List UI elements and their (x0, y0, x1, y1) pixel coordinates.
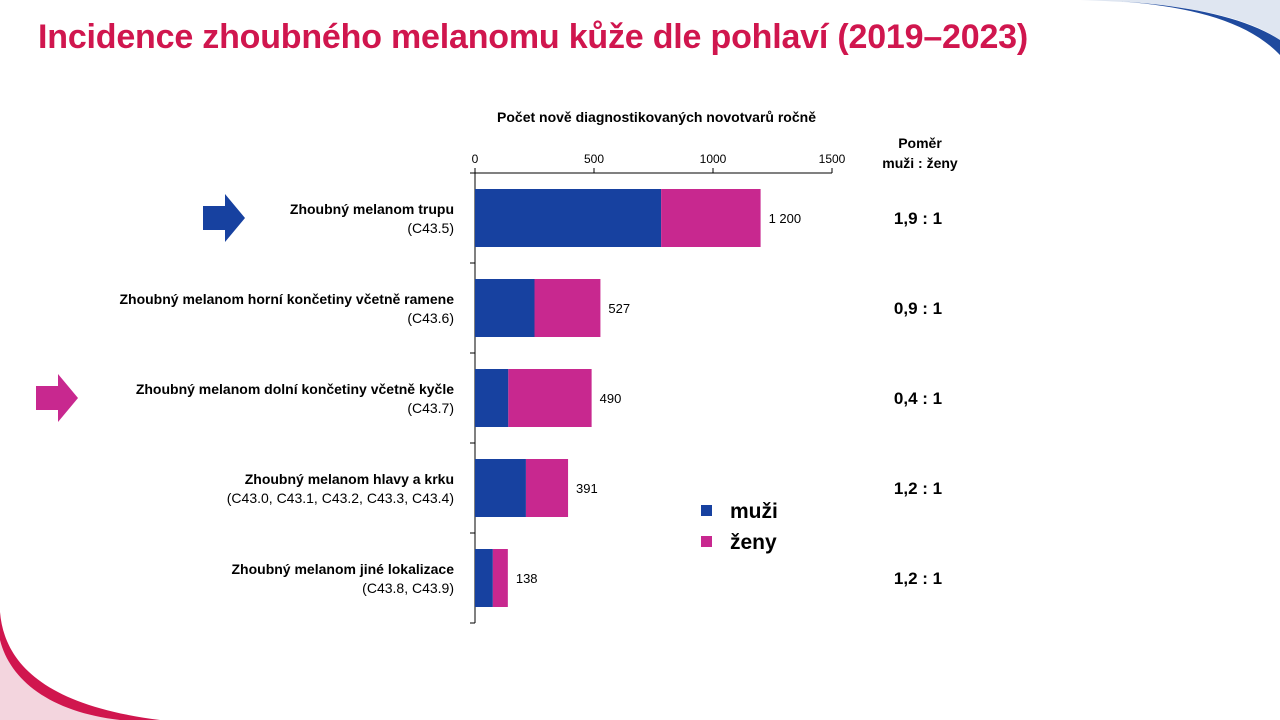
legend-swatch (701, 536, 712, 547)
ratio-header-line2: muži : ženy (882, 155, 958, 171)
arrow-right-icon-pink (36, 374, 78, 422)
bar-men (475, 279, 535, 337)
bottom-left-swoosh (0, 612, 160, 720)
category-label: Zhoubný melanom jiné lokalizace (232, 561, 455, 577)
category-code: (C43.6) (407, 310, 454, 326)
bar-men (475, 189, 662, 247)
ratio-header-line1: Poměr (898, 135, 942, 151)
legend-label: ženy (730, 531, 777, 554)
category-code: (C43.7) (407, 400, 454, 416)
category-label: Zhoubný melanom trupu (290, 201, 454, 217)
bar-women (508, 369, 592, 427)
bar-women (525, 459, 569, 517)
total-label: 1 200 (769, 211, 802, 226)
bottom-left-swoosh-light (0, 640, 120, 720)
ratio-value: 1,2 : 1 (894, 479, 942, 498)
ratio-value: 1,9 : 1 (894, 209, 942, 228)
x-tick-label: 0 (472, 152, 479, 166)
x-tick-label: 500 (584, 152, 604, 166)
ratio-value: 1,2 : 1 (894, 569, 942, 588)
total-label: 490 (600, 391, 622, 406)
legend-label: muži (730, 500, 778, 523)
bar-women (661, 189, 761, 247)
category-code: (C43.0, C43.1, C43.2, C43.3, C43.4) (227, 490, 454, 506)
top-right-swoosh-accent (1100, 0, 1280, 55)
category-label: Zhoubný melanom horní končetiny včetně r… (119, 291, 454, 307)
page-title: Incidence zhoubného melanomu kůže dle po… (38, 18, 1028, 56)
x-tick-label: 1500 (819, 152, 846, 166)
total-label: 391 (576, 481, 598, 496)
category-code: (C43.5) (407, 220, 454, 236)
chart-title: Počet nově diagnostikovaných novotvarů r… (497, 109, 816, 125)
ratio-value: 0,9 : 1 (894, 299, 942, 318)
total-label: 527 (608, 301, 630, 316)
bar-men (475, 549, 493, 607)
category-label: Zhoubný melanom dolní končetiny včetně k… (136, 381, 454, 397)
bar-women (492, 549, 508, 607)
ratio-value: 0,4 : 1 (894, 389, 942, 408)
x-tick-label: 1000 (700, 152, 727, 166)
bar-men (475, 459, 526, 517)
arrow-right-icon-blue (203, 194, 245, 242)
top-right-swoosh (1080, 0, 1280, 40)
bar-men (475, 369, 509, 427)
legend-swatch (701, 505, 712, 516)
category-label: Zhoubný melanom hlavy a krku (245, 471, 454, 487)
total-label: 138 (516, 571, 538, 586)
category-code: (C43.8, C43.9) (362, 580, 454, 596)
bar-women (534, 279, 601, 337)
